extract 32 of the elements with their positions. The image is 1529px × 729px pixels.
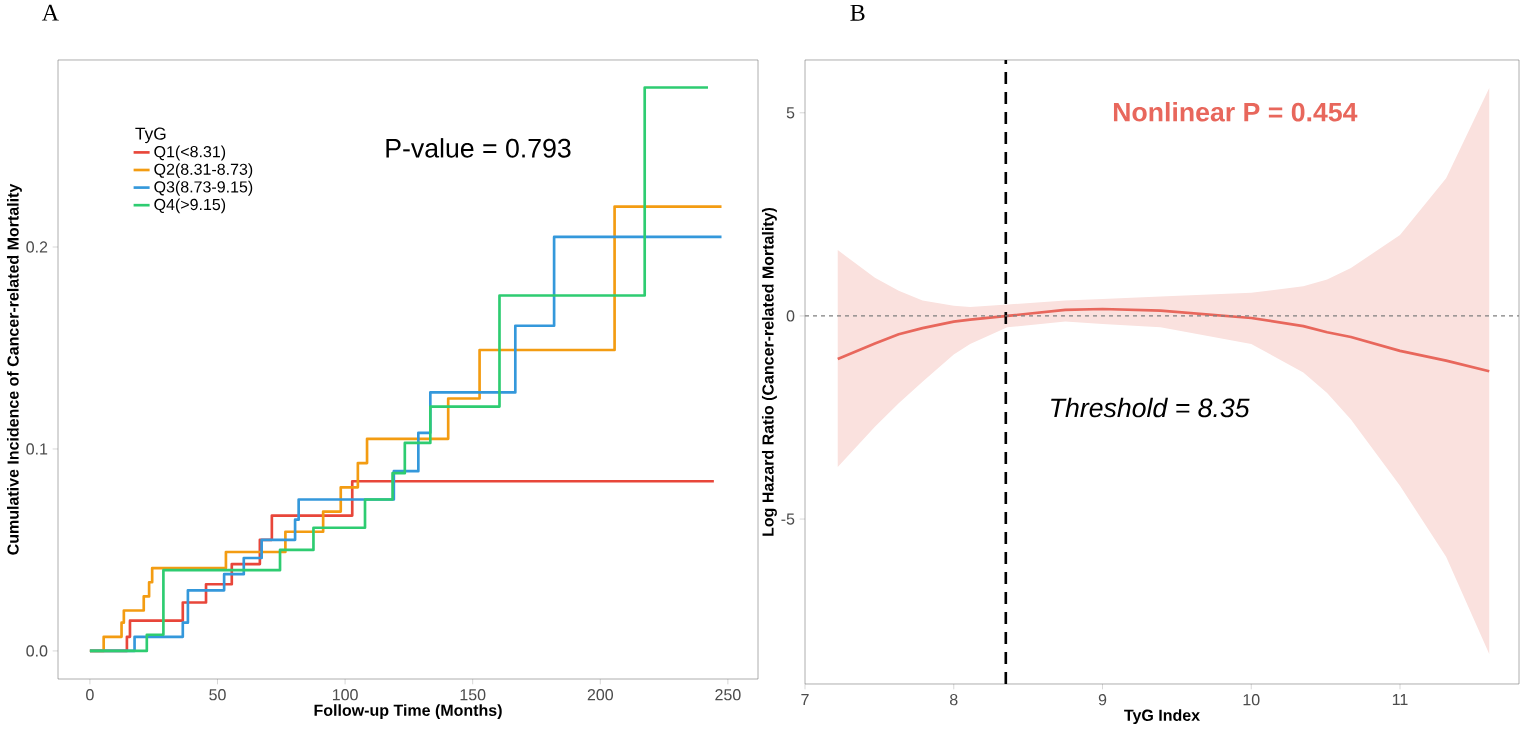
x-tick-label: 11 (1392, 694, 1408, 706)
x-tick-label: 150 (460, 689, 486, 701)
annotation: Nonlinear P = 0.454 (1113, 101, 1358, 122)
y-axis-title: Log Hazard Ratio (Cancer-related Mortality) (761, 207, 777, 536)
chart-title: A (41, 4, 59, 21)
y-tick-label: 5 (786, 107, 795, 119)
x-tick-label: 8 (950, 694, 958, 706)
x-tick-label: 10 (1243, 694, 1260, 706)
x-tick-label: 250 (715, 689, 741, 701)
legend-label: Q2(8.31-8.73) (154, 163, 253, 179)
legend-label: Q4(>9.15) (154, 198, 226, 214)
legend-label: Q3(8.73-9.15) (154, 180, 253, 196)
x-tick-label: 7 (801, 694, 809, 706)
x-tick-label: 0 (86, 689, 94, 701)
y-tick-label: 0.0 (26, 645, 48, 657)
y-tick-label: 0.2 (26, 241, 48, 253)
legend-title: TyG (135, 127, 166, 144)
y-axis-title: Cumulative Incidence of Cancer-related Mortality (6, 183, 22, 555)
y-tick-label: -5 (781, 513, 795, 525)
x-axis-title: TyG Index (1124, 709, 1200, 725)
x-axis-title: Follow-up Time (Months) (314, 704, 502, 720)
y-tick-label: 0 (786, 310, 795, 322)
chart-title: B (850, 4, 865, 21)
annotation: Threshold = 8.35 (1051, 397, 1250, 418)
x-tick-label: 50 (209, 689, 226, 701)
x-tick-label: 200 (587, 689, 614, 701)
annotation: P-value = 0.793 (386, 138, 571, 158)
line-series (836, 307, 1491, 373)
x-tick-label: 9 (1098, 694, 1107, 706)
y-tick-label: 0.1 (26, 443, 48, 455)
x-tick-label: 100 (332, 689, 358, 701)
legend-label: Q1(<8.31) (154, 145, 226, 161)
